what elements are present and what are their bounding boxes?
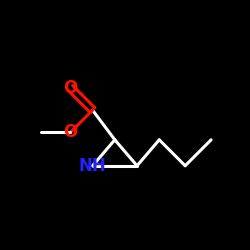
- Text: O: O: [63, 79, 78, 97]
- Text: O: O: [63, 124, 78, 142]
- Text: NH: NH: [79, 157, 106, 175]
